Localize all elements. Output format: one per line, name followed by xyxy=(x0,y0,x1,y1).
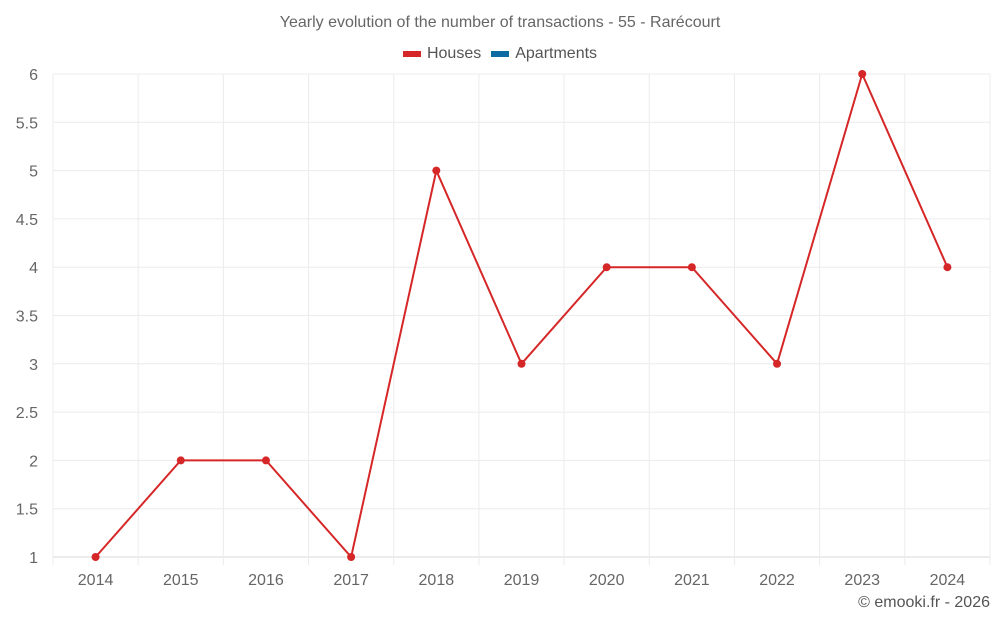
legend-label-houses: Houses xyxy=(426,45,482,62)
y-tick-label: 3.5 xyxy=(16,309,38,326)
data-point[interactable] xyxy=(347,553,356,561)
x-tick-label: 2019 xyxy=(504,572,540,589)
data-point[interactable] xyxy=(602,263,611,272)
y-tick-label: 5.5 xyxy=(16,115,38,132)
x-tick-label: 2016 xyxy=(248,572,284,589)
y-tick-label: 1.5 xyxy=(16,502,38,519)
data-point[interactable] xyxy=(773,359,782,368)
chart-title: Yearly evolution of the number of transa… xyxy=(279,14,721,31)
houses-swatch-icon xyxy=(402,51,421,57)
x-tick-label: 2022 xyxy=(759,572,795,589)
data-point[interactable] xyxy=(91,553,100,561)
data-point[interactable] xyxy=(261,456,270,465)
y-tick-label: 2 xyxy=(29,453,38,470)
legend-label-apartments: Apartments xyxy=(515,45,598,62)
y-tick-label: 3 xyxy=(29,357,38,374)
y-tick-label: 5 xyxy=(29,164,38,181)
legend-item-houses[interactable]: Houses xyxy=(402,45,482,63)
x-tick-label: 2017 xyxy=(333,572,369,589)
data-point[interactable] xyxy=(858,70,867,78)
x-tick-label: 2018 xyxy=(419,572,455,589)
y-tick-label: 2.5 xyxy=(16,405,38,422)
y-tick-label: 4.5 xyxy=(16,212,38,229)
data-point[interactable] xyxy=(517,359,526,368)
x-tick-label: 2020 xyxy=(589,572,625,589)
apartments-swatch-icon xyxy=(491,51,510,57)
data-point[interactable] xyxy=(943,263,952,272)
data-point[interactable] xyxy=(176,456,185,465)
x-tick-label: 2023 xyxy=(844,572,880,589)
y-tick-label: 4 xyxy=(29,260,38,277)
x-tick-label: 2015 xyxy=(163,572,199,589)
x-tick-label: 2024 xyxy=(930,572,966,589)
y-tick-label: 1 xyxy=(29,550,38,567)
x-tick-label: 2014 xyxy=(78,572,114,589)
copyright-footer: © emooki.fr - 2026 xyxy=(858,594,990,611)
y-tick-label: 6 xyxy=(29,67,38,84)
data-point[interactable] xyxy=(687,263,696,272)
chart-legend: Houses Apartments xyxy=(0,45,1000,63)
data-point[interactable] xyxy=(432,166,441,175)
x-tick-label: 2021 xyxy=(674,572,710,589)
legend-item-apartments[interactable]: Apartments xyxy=(491,45,597,63)
